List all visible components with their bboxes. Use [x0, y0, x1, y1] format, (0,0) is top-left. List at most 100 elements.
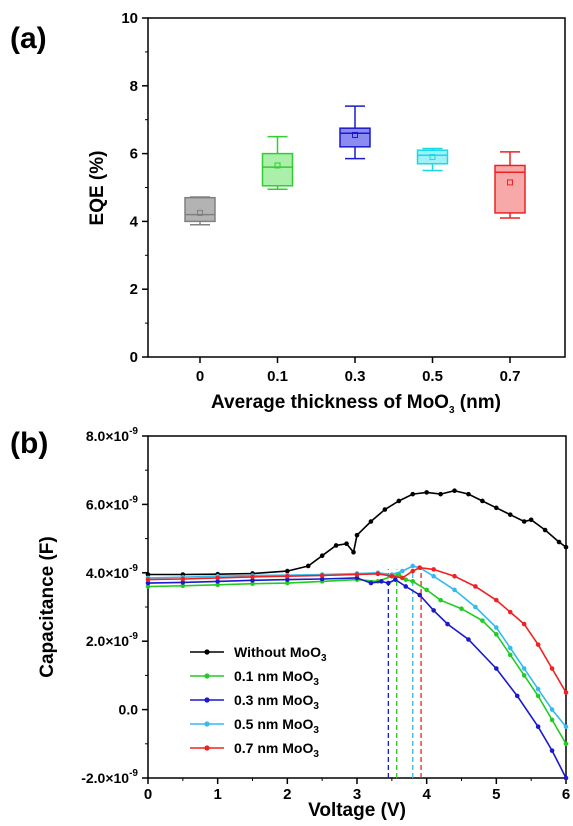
data-point: [417, 592, 423, 598]
data-point: [473, 604, 478, 610]
data-point: [507, 512, 513, 517]
legend-label: 0.7 nm MoO3: [234, 740, 319, 760]
data-point: [535, 642, 541, 647]
data-point: [424, 587, 429, 593]
legend-label-main: 0.5 nm MoO: [234, 716, 313, 732]
data-point: [333, 543, 339, 548]
data-point: [438, 491, 443, 497]
data-point: [410, 579, 416, 584]
legend-label-main: 0.1 nm MoO: [234, 668, 313, 684]
box-mean-marker: [352, 131, 358, 138]
box-body: [494, 164, 526, 214]
data-point: [417, 565, 423, 570]
data-point: [379, 579, 384, 584]
chart-a-xlabel-sub: 3: [449, 405, 455, 416]
chart-a-xlabel-tail: (nm): [455, 392, 501, 413]
data-point: [521, 621, 527, 627]
chart-b-xtick-label: 5: [492, 786, 500, 803]
data-point: [563, 690, 569, 695]
data-point: [549, 748, 555, 753]
data-point: [250, 574, 255, 580]
data-point: [563, 724, 569, 729]
data-point: [145, 584, 151, 589]
chart-a-ytick-label: 8: [130, 78, 138, 95]
chart-b-ytick-exponent: -9: [129, 426, 138, 437]
legend-swatch-marker: [204, 649, 210, 655]
data-point: [507, 652, 513, 658]
data-point: [215, 579, 220, 584]
chart-b-ytick-mantissa: 4.0×10: [86, 565, 129, 581]
box-body: [184, 196, 216, 223]
chart-b-xtick-label: 0: [144, 786, 152, 803]
data-point: [354, 532, 360, 538]
chart-b-ytick-exponent: -9: [129, 768, 138, 779]
series-2: [145, 575, 569, 781]
data-point: [535, 686, 541, 692]
data-point: [514, 693, 520, 699]
legend-swatch-marker: [204, 721, 210, 727]
legend-entry: Without MoO3: [190, 644, 327, 664]
chart-a-ytick-label: 0: [130, 349, 138, 366]
data-point: [368, 580, 374, 586]
data-point: [410, 563, 416, 569]
data-point: [521, 666, 527, 671]
data-point: [354, 572, 360, 577]
data-point: [563, 741, 569, 747]
data-point: [549, 707, 555, 712]
chart-a-ytick-label: 6: [130, 146, 138, 163]
data-point: [452, 488, 457, 494]
data-point: [396, 498, 402, 504]
box-mean-marker: [507, 179, 513, 186]
chart-b-ytick-exponent: -9: [129, 631, 138, 642]
data-point: [319, 573, 325, 578]
chart-a-ytick-label: 2: [130, 281, 138, 298]
chart-b-ytick-label: 6.0×10-9: [86, 494, 139, 512]
chart-a-xtick-label: 0.3: [345, 368, 366, 385]
chart-b-ytick-label: 2.0×10-9: [86, 631, 139, 649]
legend-label-sub: 3: [313, 701, 319, 712]
data-point: [145, 577, 151, 582]
legend-label-sub: 3: [313, 677, 319, 688]
chart-b-ytick-exponent: -9: [129, 563, 138, 574]
data-point: [285, 580, 290, 586]
legend-swatch-marker: [204, 697, 210, 703]
data-point: [431, 567, 436, 572]
data-point: [452, 573, 457, 579]
chart-a-xtick-label: 0: [196, 368, 204, 385]
legend-label-sub: 3: [321, 653, 327, 664]
legend-entry: 0.1 nm MoO3: [190, 668, 319, 688]
series-4: [145, 565, 569, 695]
series-line: [147, 566, 567, 693]
legend-label-main: Without MoO: [234, 644, 321, 660]
chart-b-ytick-exponent: -9: [129, 494, 138, 505]
data-point: [521, 519, 527, 524]
data-point: [382, 507, 388, 512]
data-point: [459, 606, 464, 612]
data-point: [180, 576, 186, 582]
data-point: [494, 597, 499, 603]
data-point: [285, 577, 290, 582]
legend-label-main: 0.3 nm MoO: [234, 692, 313, 708]
data-point: [399, 568, 405, 574]
data-point: [215, 575, 220, 581]
box-0.3: [339, 105, 371, 160]
panel-b-label: (b): [10, 427, 48, 460]
panel-a-label: (a): [10, 22, 47, 55]
data-point: [494, 666, 499, 671]
chart-b-ylabel: Capacitance (F): [37, 536, 58, 677]
chart-b-ytick-label: 8.0×10-9: [86, 426, 139, 444]
data-point: [250, 578, 255, 583]
data-point: [424, 490, 429, 495]
chart-b-ytick-label: 4.0×10-9: [86, 563, 139, 581]
data-point: [351, 549, 356, 555]
data-point: [528, 517, 534, 523]
box-mean-marker: [274, 162, 281, 169]
data-point: [389, 573, 395, 579]
data-point: [563, 775, 569, 781]
data-point: [452, 587, 457, 593]
data-point: [403, 584, 409, 589]
chart-b-ytick-mantissa: -2.0×10: [81, 770, 129, 786]
box-0.5: [416, 147, 449, 172]
box-body: [261, 152, 294, 187]
